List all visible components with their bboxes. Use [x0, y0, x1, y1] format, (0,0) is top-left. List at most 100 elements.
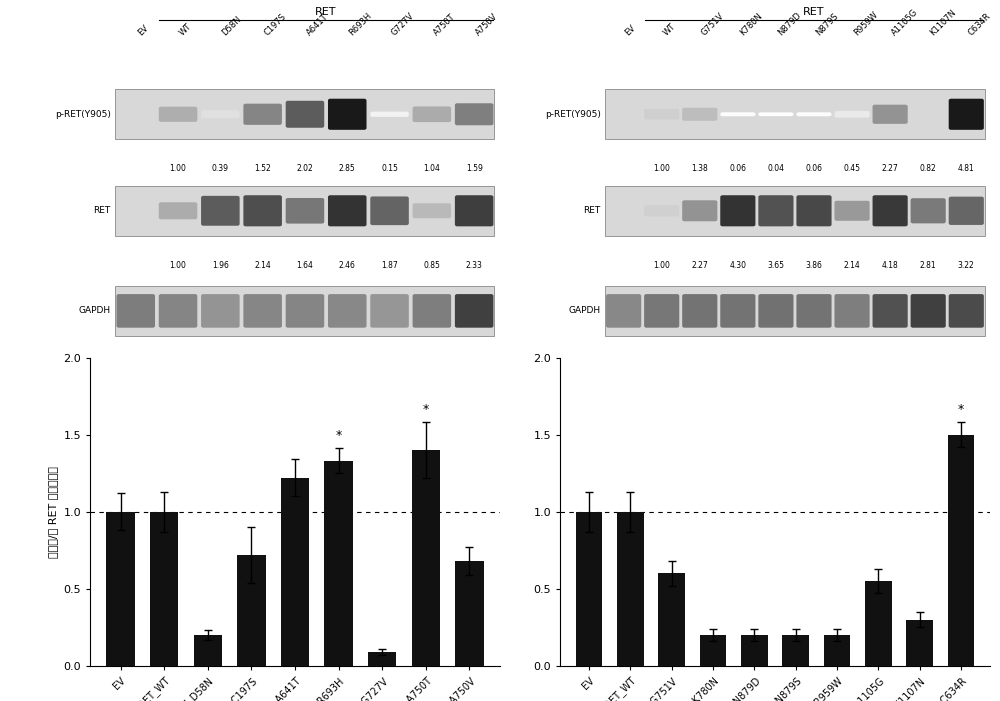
Bar	[150, 512, 178, 666]
FancyBboxPatch shape	[796, 196, 832, 226]
Text: 2.27: 2.27	[882, 164, 898, 173]
FancyBboxPatch shape	[286, 198, 324, 224]
FancyBboxPatch shape	[758, 196, 793, 226]
Text: G751V: G751V	[700, 11, 726, 37]
FancyBboxPatch shape	[243, 196, 282, 226]
FancyBboxPatch shape	[949, 197, 984, 225]
Text: 1.59: 1.59	[466, 164, 483, 173]
Text: WT: WT	[662, 22, 677, 37]
Text: N879S: N879S	[814, 11, 840, 37]
Text: A750T: A750T	[432, 12, 457, 37]
Text: 0.85: 0.85	[423, 261, 440, 270]
FancyBboxPatch shape	[413, 107, 451, 122]
Text: 1.00: 1.00	[653, 361, 670, 370]
FancyBboxPatch shape	[243, 104, 282, 125]
Bar	[824, 635, 850, 666]
Text: p-RET(Y905): p-RET(Y905)	[545, 110, 601, 118]
Bar	[115, 286, 494, 336]
FancyBboxPatch shape	[644, 294, 679, 327]
Bar	[700, 635, 726, 666]
Text: 2.46: 2.46	[339, 261, 356, 270]
Text: C197S: C197S	[263, 12, 288, 37]
Text: 2.14: 2.14	[254, 261, 271, 270]
Text: 0.86: 0.86	[381, 361, 398, 370]
FancyBboxPatch shape	[873, 294, 908, 327]
Text: 1.07: 1.07	[127, 361, 144, 370]
FancyBboxPatch shape	[159, 107, 197, 122]
Bar	[115, 186, 494, 236]
Text: 1.00: 1.00	[653, 261, 670, 270]
Text: 1.04: 1.04	[423, 164, 440, 173]
Bar	[865, 581, 892, 666]
FancyBboxPatch shape	[911, 109, 946, 119]
FancyBboxPatch shape	[455, 196, 493, 226]
Text: 0.82: 0.82	[920, 164, 937, 173]
Text: K780N: K780N	[738, 11, 764, 37]
FancyBboxPatch shape	[720, 112, 755, 116]
Text: 1.00: 1.00	[170, 164, 186, 173]
Bar	[948, 435, 974, 666]
Text: 1.87: 1.87	[381, 261, 398, 270]
Text: 1.00: 1.00	[297, 361, 313, 370]
Bar	[605, 89, 985, 139]
Text: 1.03: 1.03	[691, 361, 708, 370]
Bar	[115, 89, 494, 139]
Text: N879D: N879D	[776, 11, 803, 37]
Bar	[106, 512, 135, 666]
Text: G727V: G727V	[390, 11, 416, 37]
Text: 0.04: 0.04	[767, 164, 784, 173]
Bar	[906, 620, 933, 666]
FancyBboxPatch shape	[328, 99, 367, 130]
FancyBboxPatch shape	[116, 294, 155, 327]
Text: A1105G: A1105G	[890, 8, 920, 37]
Text: 0.06: 0.06	[805, 164, 822, 173]
FancyBboxPatch shape	[758, 112, 793, 116]
Text: 4.18: 4.18	[882, 261, 898, 270]
FancyBboxPatch shape	[720, 196, 755, 226]
Text: A641T: A641T	[305, 12, 330, 37]
Text: RET: RET	[93, 206, 111, 215]
Text: 1.03: 1.03	[806, 361, 822, 370]
FancyBboxPatch shape	[758, 294, 793, 327]
FancyBboxPatch shape	[606, 294, 641, 327]
FancyBboxPatch shape	[201, 196, 240, 226]
FancyBboxPatch shape	[682, 108, 717, 121]
FancyBboxPatch shape	[644, 205, 679, 217]
Text: D58N: D58N	[220, 15, 243, 37]
Text: *: *	[423, 403, 429, 416]
FancyBboxPatch shape	[413, 203, 451, 218]
FancyBboxPatch shape	[796, 112, 832, 116]
Text: 1.00: 1.00	[170, 261, 186, 270]
Text: 1.96: 1.96	[212, 261, 229, 270]
Text: 0.88: 0.88	[212, 361, 229, 370]
Text: GAPDH: GAPDH	[569, 306, 601, 315]
FancyBboxPatch shape	[243, 294, 282, 327]
Text: 1.03: 1.03	[729, 361, 746, 370]
Text: RET: RET	[315, 7, 337, 17]
FancyBboxPatch shape	[370, 294, 409, 327]
FancyBboxPatch shape	[159, 294, 197, 327]
Text: GAPDH: GAPDH	[79, 306, 111, 315]
Text: EV: EV	[624, 23, 638, 37]
Text: 2.33: 2.33	[466, 261, 483, 270]
Bar	[576, 512, 602, 666]
Text: 1.57: 1.57	[466, 361, 483, 370]
Bar	[194, 635, 222, 666]
FancyBboxPatch shape	[949, 294, 984, 327]
Text: 2.85: 2.85	[339, 164, 356, 173]
FancyBboxPatch shape	[286, 294, 324, 327]
Text: 2.27: 2.27	[691, 261, 708, 270]
Bar	[605, 186, 985, 236]
Bar	[237, 555, 266, 666]
Bar	[412, 450, 440, 666]
FancyBboxPatch shape	[201, 110, 240, 118]
FancyBboxPatch shape	[796, 294, 832, 327]
FancyBboxPatch shape	[644, 109, 679, 119]
Text: 1.06: 1.06	[423, 361, 440, 370]
Text: 1.41: 1.41	[920, 361, 937, 370]
Text: 3.65: 3.65	[767, 261, 784, 270]
FancyBboxPatch shape	[834, 294, 870, 327]
Text: 0.99: 0.99	[254, 361, 271, 370]
Bar	[368, 652, 396, 666]
Text: 1.05: 1.05	[767, 361, 784, 370]
